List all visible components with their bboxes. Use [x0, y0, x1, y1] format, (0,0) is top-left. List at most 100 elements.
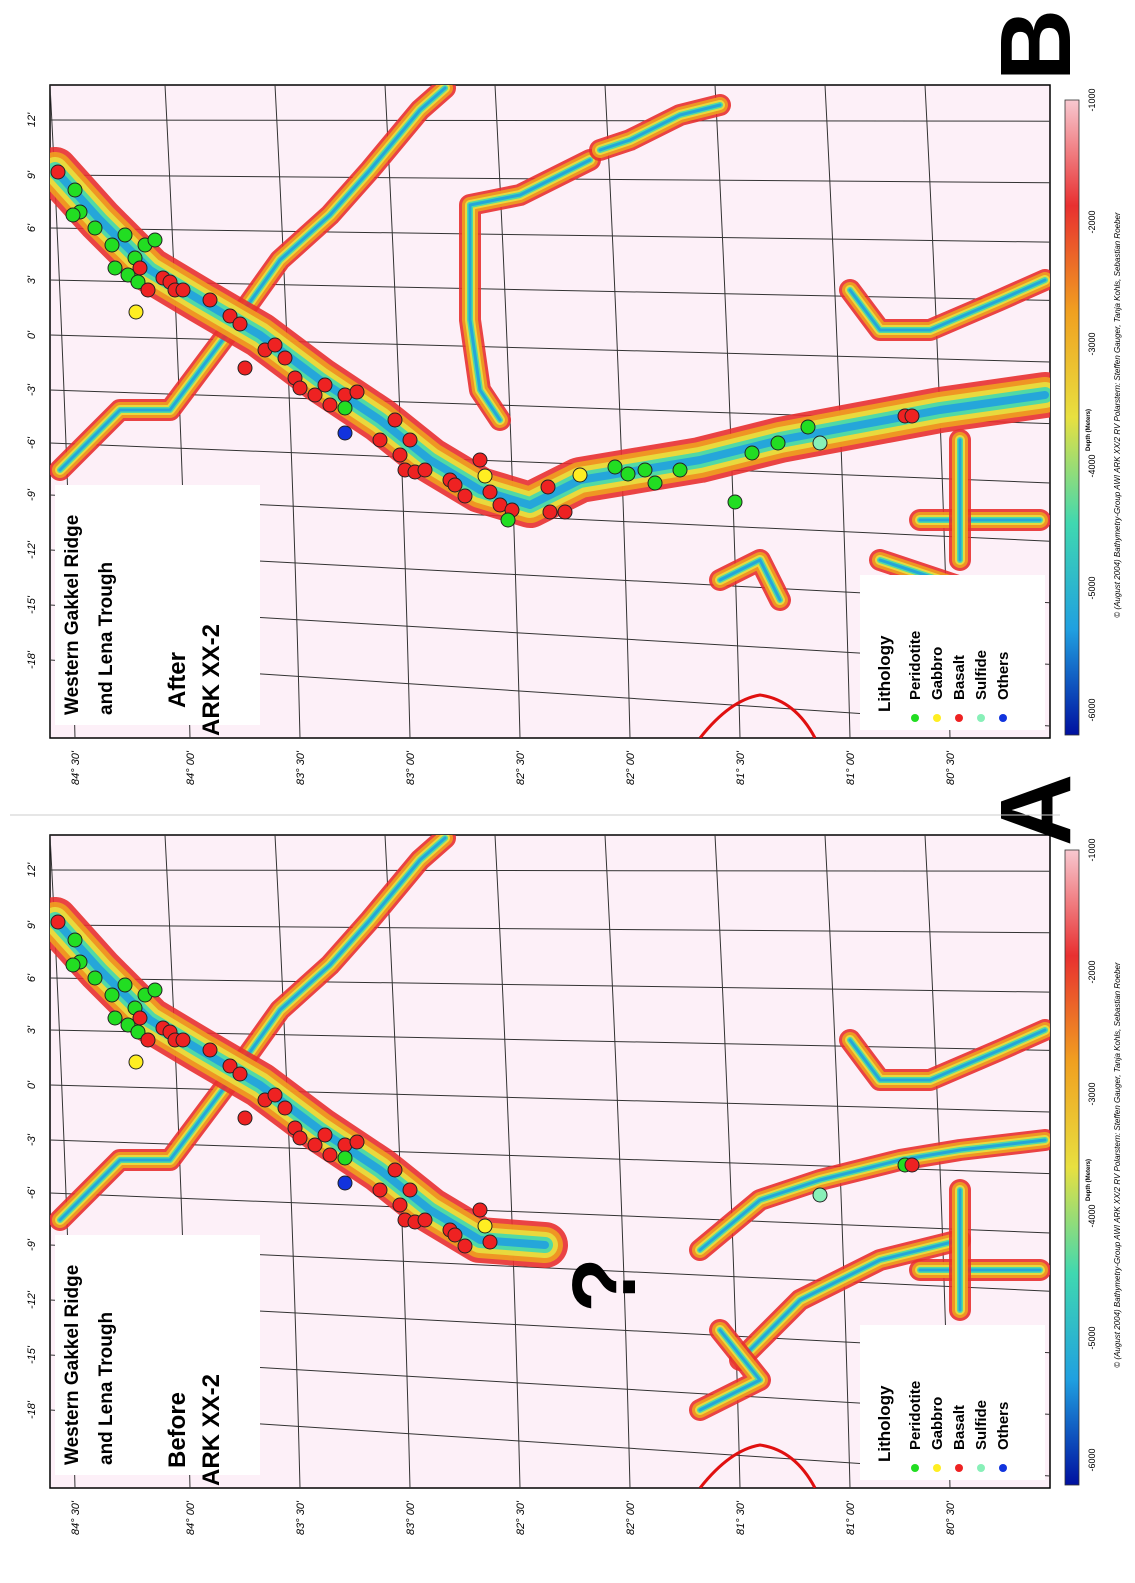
longitude-label: 12': [26, 862, 38, 877]
sample-site: [317, 377, 333, 393]
colorbar-title: Depth (Meters): [1086, 409, 1092, 451]
sample-site: [222, 308, 238, 324]
sample-site: [104, 237, 120, 253]
sample-site: [277, 350, 293, 366]
latitude-label: 82° 30': [515, 1500, 527, 1535]
sample-site: [107, 1010, 123, 1026]
sample-site: [402, 432, 418, 448]
colorbar-label: -2000: [1087, 960, 1097, 983]
sample-site: [50, 164, 66, 180]
sample-site: [472, 452, 488, 468]
sample-site: [128, 1054, 144, 1070]
sample-site: [477, 468, 493, 484]
sample-site: [904, 1157, 920, 1173]
credit: © (August 2004) Bathymetry-Group AWI ARK…: [1113, 962, 1122, 1368]
longitude-label: 6': [26, 223, 38, 232]
latitude-label: 82° 00': [625, 750, 637, 785]
legend-label: Sulfide: [973, 650, 990, 700]
sample-site: [292, 380, 308, 396]
latitude-label: 81° 00': [845, 1500, 857, 1535]
sample-site: [540, 479, 556, 495]
sample-site: [417, 1212, 433, 1228]
sample-site: [349, 384, 365, 400]
sample-site: [87, 970, 103, 986]
sample-site: [372, 432, 388, 448]
longitude-label: -6': [26, 1186, 38, 1199]
longitude-line: [50, 1192, 1050, 1234]
sample-site: [322, 1147, 338, 1163]
legend-label: Basalt: [951, 655, 968, 700]
bathymetry-track: [698, 1328, 762, 1412]
latitude-label: 84° 00': [185, 1500, 197, 1535]
latitude-label: 84° 30': [70, 1500, 82, 1535]
latitude-label: 83° 30': [295, 750, 307, 785]
longitude-label: 9': [26, 920, 38, 929]
sample-site: [140, 282, 156, 298]
sample-site: [267, 337, 283, 353]
colorbar-label: -6000: [1087, 1448, 1097, 1471]
colorbar-label: -2000: [1087, 210, 1097, 233]
annotation: ?: [555, 1258, 655, 1313]
legend-label: Sulfide: [973, 1400, 990, 1450]
longitude-label: 0': [26, 1080, 38, 1089]
longitude-line: [50, 119, 1050, 122]
panel-title: and Lena Trough: [96, 1312, 117, 1465]
longitude-label: -9': [26, 1238, 38, 1251]
sample-site: [392, 1197, 408, 1213]
latitude-line: [604, 835, 631, 1488]
map-content: [50, 835, 1050, 1488]
bathymetry-track: [848, 278, 1047, 332]
longitude-label: -15': [26, 595, 38, 614]
legend-marker: [911, 1464, 919, 1472]
longitude-label: -3': [26, 383, 38, 396]
colorbar: [1064, 99, 1080, 736]
sample-site: [147, 232, 163, 248]
sample-site: [175, 1032, 191, 1048]
sample-site: [620, 466, 636, 482]
longitude-label: -12': [26, 1290, 38, 1309]
latitude-label: 80° 30': [945, 1500, 957, 1535]
latitude-label: 81° 30': [735, 750, 747, 785]
coastline: [698, 693, 817, 738]
longitude-label: 3': [26, 1025, 38, 1034]
sample-site: [457, 1238, 473, 1254]
latitude-label: 84° 00': [185, 750, 197, 785]
longitude-line: [50, 227, 1050, 243]
sample-site: [447, 477, 463, 493]
sample-site: [607, 459, 623, 475]
sample-site: [500, 512, 516, 528]
longitude-label: -9': [26, 488, 38, 501]
latitude-label: 83° 30': [295, 1500, 307, 1535]
bathymetry-track: [718, 558, 782, 602]
sample-site: [672, 462, 688, 478]
legend-label: Gabbro: [929, 1397, 946, 1450]
colorbar-label: -5000: [1087, 576, 1097, 599]
sample-site: [232, 316, 248, 332]
longitude-label: -3': [26, 1133, 38, 1146]
sample-site: [237, 1110, 253, 1126]
latitude-line: [824, 835, 851, 1488]
sample-site: [117, 227, 133, 243]
sample-site: [482, 484, 498, 500]
sample-site: [237, 360, 253, 376]
sample-site: [202, 1042, 218, 1058]
latitude-label: 84° 30': [70, 750, 82, 785]
legend-marker: [933, 714, 941, 722]
latitude-label: 81° 00': [845, 750, 857, 785]
sample-site: [572, 467, 588, 483]
panel-label: B: [980, 9, 1092, 81]
longitude-label: 9': [26, 170, 38, 179]
longitude-label: 3': [26, 275, 38, 284]
legend-marker: [977, 1464, 985, 1472]
sample-site: [107, 260, 123, 276]
map-panel: Western Gakkel Ridge and Lena Trough Befor…: [26, 774, 1122, 1535]
latitude-line: [604, 85, 631, 738]
legend-label: Peridotite: [907, 631, 924, 700]
sample-site: [542, 504, 558, 520]
legend-marker: [933, 1464, 941, 1472]
legend-label: Basalt: [951, 1405, 968, 1450]
sample-site: [87, 220, 103, 236]
sample-site: [727, 494, 743, 510]
longitude-label: 12': [26, 112, 38, 127]
credit: © (August 2004) Bathymetry-Group AWI ARK…: [1113, 212, 1122, 618]
